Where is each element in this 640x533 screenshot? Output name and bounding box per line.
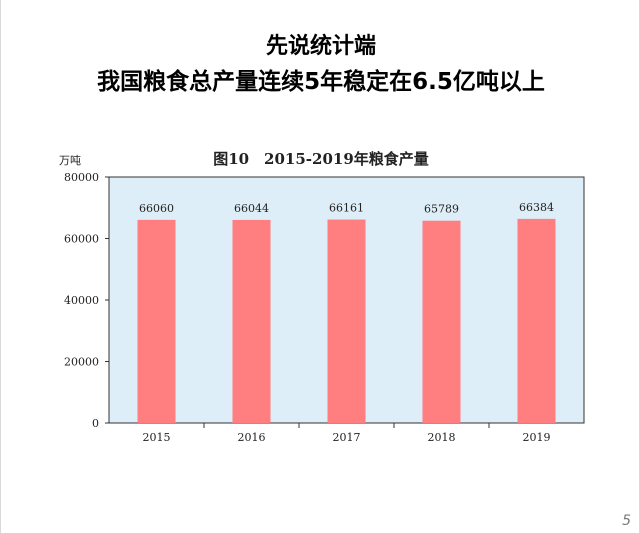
chart-title: 图10 2015-2019年粮食产量 [213,150,429,168]
y-tick-label: 80000 [64,171,99,184]
data-label: 65789 [424,203,459,216]
slide-title: 先说统计端 [265,34,376,59]
y-tick-label: 60000 [64,233,99,246]
data-label: 66044 [234,202,269,215]
y-tick-label: 20000 [64,356,99,369]
bar [327,219,366,423]
x-tick-label: 2018 [428,431,456,444]
bar [517,218,556,423]
page-number: 5 [622,513,631,529]
data-label: 66384 [519,201,554,214]
x-tick-label: 2017 [333,431,361,444]
x-tick-label: 2019 [523,431,551,444]
bar [232,219,271,423]
data-label: 66060 [139,202,174,215]
y-tick-label: 40000 [64,294,99,307]
slide-subtitle: 我国粮食总产量连续5年稳定在6.5亿吨以上 [97,69,545,95]
y-tick-label: 0 [92,417,99,430]
bar [422,220,461,423]
data-label: 66161 [329,202,364,215]
x-tick-label: 2016 [238,431,266,444]
y-axis-unit-label: 万吨 [59,154,81,167]
x-tick-label: 2015 [143,431,171,444]
bar [137,219,176,423]
